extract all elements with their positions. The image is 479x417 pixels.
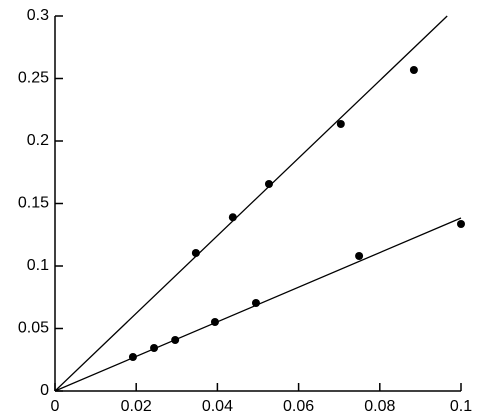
x-tick-label: 0.04	[202, 398, 233, 415]
x-tick-label: 0.08	[364, 398, 395, 415]
y-tick-label: 0.15	[18, 195, 49, 212]
fit-line	[54, 217, 462, 392]
point	[336, 120, 345, 128]
y-tick-label: 0.25	[18, 70, 49, 87]
point	[228, 213, 237, 222]
y-tick-label: 0.05	[18, 320, 49, 337]
y-tick-label: 0.2	[27, 132, 49, 149]
point	[457, 220, 465, 228]
fit-line	[54, 15, 448, 392]
x-tick-label: 0.1	[450, 398, 472, 415]
point	[355, 252, 364, 260]
x-tick-label: 0.02	[121, 398, 152, 415]
x-tick-label: 0.06	[283, 398, 314, 415]
y-tick-label: 0.3	[27, 7, 49, 24]
y-tick-label: 0	[40, 382, 49, 399]
x-tick-label: 0	[51, 398, 60, 415]
point	[264, 180, 273, 188]
point	[409, 66, 418, 74]
y-tick-label: 0.1	[27, 257, 49, 274]
